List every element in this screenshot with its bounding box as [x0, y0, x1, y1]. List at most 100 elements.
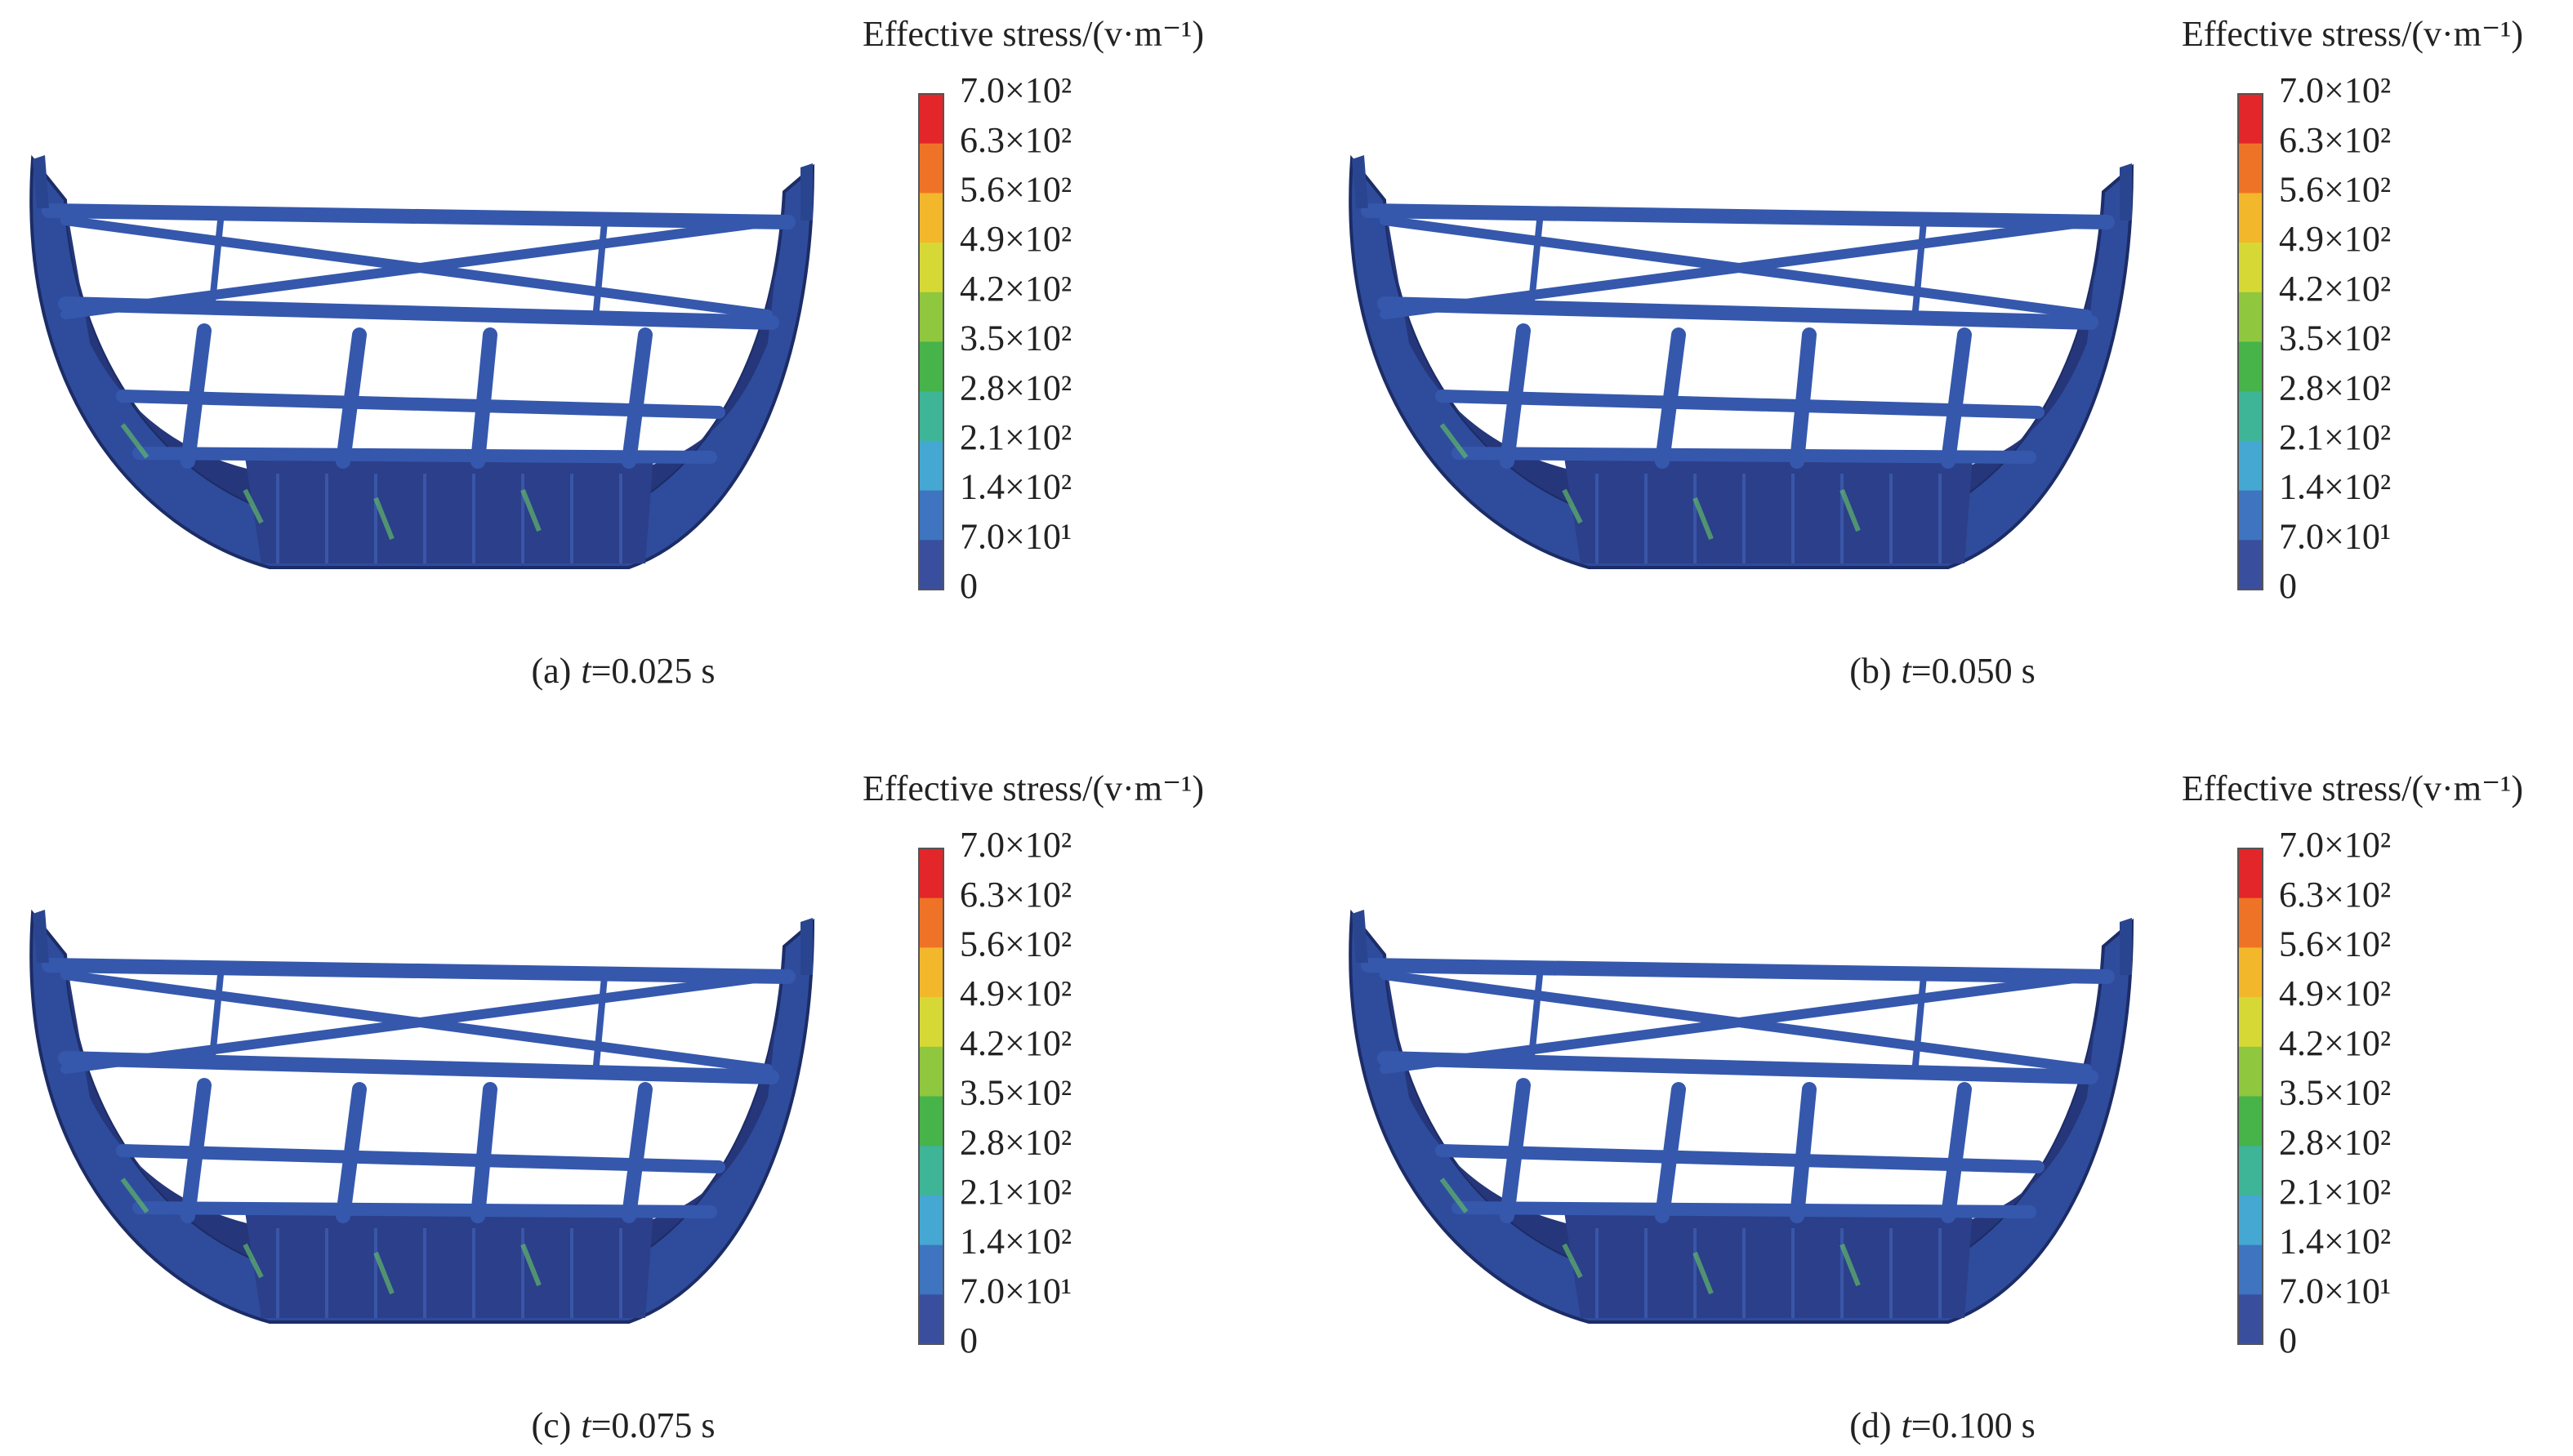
colorbar-tick-label: 4.2×10² [2279, 1023, 2391, 1063]
colorbar-title: Effective stress/(v·m⁻¹) [2182, 14, 2523, 54]
colorbar-band [2238, 1096, 2263, 1147]
colorbar-band [919, 1195, 943, 1246]
colorbar-title: Effective stress/(v·m⁻¹) [863, 14, 1204, 54]
colorbar-band [2238, 997, 2263, 1048]
colorbar-tick-label: 2.8×10² [960, 1122, 1072, 1162]
colorbar-tick-label: 0 [960, 1320, 978, 1360]
colorbar-band [2238, 540, 2263, 590]
colorbar-band [919, 440, 943, 492]
colorbar-tick-label: 6.3×10² [960, 875, 1072, 915]
colorbar-tick-label: 4.2×10² [2279, 269, 2391, 309]
colorbar-tick-label: 6.3×10² [2279, 875, 2391, 915]
colorbar-frame [918, 848, 944, 1345]
colorbar-band [2238, 947, 2263, 998]
colorbar-tick-label: 3.5×10² [2279, 318, 2391, 358]
colorbar-tick-label: 7.0×10¹ [2279, 1271, 2391, 1311]
colorbar-band [2238, 1146, 2263, 1196]
colorbar-tick-label: 5.6×10² [2279, 924, 2391, 964]
colorbar-band [2238, 94, 2263, 145]
caption-label: (b) [1849, 651, 1891, 691]
caption-variable: t [1902, 1405, 1913, 1445]
colorbar-band [2238, 391, 2263, 442]
colorbar-tick-label: 7.0×10² [960, 825, 1072, 865]
colorbar-band [2238, 341, 2263, 392]
panel: Effective stress/(v·m⁻¹) 7.0×10² 6.3×10² 5.… [1350, 14, 2523, 691]
colorbar-tick-label: 7.0×10² [960, 70, 1072, 110]
colorbar-band [919, 243, 943, 293]
caption-label: (a) [531, 651, 571, 691]
caption-variable: t [581, 1405, 592, 1445]
colorbar-tick-label: 2.8×10² [2279, 367, 2391, 407]
colorbar-band [919, 1046, 943, 1097]
colorbar-tick-label: 7.0×10¹ [2279, 516, 2391, 556]
colorbar-band [919, 143, 943, 194]
colorbar-band [919, 1096, 943, 1147]
colorbar-tick-label: 2.1×10² [2279, 1172, 2391, 1212]
colorbar-band [2238, 1245, 2263, 1295]
colorbar-band [919, 540, 943, 590]
ship-model [1350, 910, 2132, 1322]
caption-value: =0.075 s [591, 1405, 716, 1445]
panel: Effective stress/(v·m⁻¹) 7.0×10² 6.3×10² 5.… [31, 14, 1204, 691]
colorbar-tick-label: 4.9×10² [2279, 973, 2391, 1013]
panel: Effective stress/(v·m⁻¹) 7.0×10² 6.3×10² 5.… [31, 768, 1204, 1445]
colorbar-tick-label: 0 [960, 566, 978, 606]
colorbar-band [2238, 193, 2263, 243]
colorbar-tick-label: 5.6×10² [2279, 169, 2391, 209]
colorbar-tick-label: 4.9×10² [960, 973, 1072, 1013]
ship-model [1350, 155, 2132, 568]
colorbar-band [2238, 490, 2263, 541]
colorbar-band [919, 1146, 943, 1196]
colorbar-tick-label: 6.3×10² [2279, 120, 2391, 160]
colorbar-band [919, 341, 943, 392]
colorbar-tick-label: 1.4×10² [960, 1222, 1072, 1262]
colorbar-tick-label: 1.4×10² [960, 467, 1072, 507]
colorbar-tick-label: 4.2×10² [960, 1023, 1072, 1063]
colorbar-tick-label: 7.0×10¹ [960, 1271, 1072, 1311]
colorbar-band [919, 897, 943, 948]
colorbar-tick-label: 2.8×10² [2279, 1122, 2391, 1162]
colorbar-band [919, 947, 943, 998]
colorbar-band [2238, 848, 2263, 899]
caption: (d) t=0.100 s [1849, 1405, 2035, 1445]
colorbar-band [2238, 143, 2263, 194]
colorbar-tick-label: 3.5×10² [2279, 1073, 2391, 1113]
colorbar-tick-label: 2.1×10² [960, 417, 1072, 457]
colorbar-frame [918, 93, 944, 590]
colorbar-band [919, 94, 943, 145]
colorbar-band [2238, 1294, 2263, 1345]
colorbar-tick-label: 1.4×10² [2279, 1222, 2391, 1262]
caption: (c) t=0.075 s [531, 1405, 715, 1445]
colorbar-tick-label: 4.2×10² [960, 269, 1072, 309]
colorbar-band [919, 1245, 943, 1295]
caption-value: =0.050 s [1911, 651, 2036, 691]
colorbar-band [2238, 243, 2263, 293]
colorbar-frame [2237, 848, 2263, 1345]
caption-variable: t [581, 651, 592, 691]
caption-label: (c) [531, 1405, 571, 1445]
colorbar-tick-label: 2.1×10² [960, 1172, 1072, 1212]
colorbar-band [2238, 440, 2263, 492]
colorbar-band [919, 848, 943, 899]
panel: Effective stress/(v·m⁻¹) 7.0×10² 6.3×10² 5.… [1350, 768, 2523, 1445]
colorbar-frame [2237, 93, 2263, 590]
colorbar-tick-label: 7.0×10² [2279, 825, 2391, 865]
caption: (a) t=0.025 s [531, 651, 715, 691]
caption-label: (d) [1849, 1405, 1891, 1445]
colorbar-band [2238, 1046, 2263, 1097]
colorbar-title: Effective stress/(v·m⁻¹) [2182, 768, 2523, 808]
colorbar-band [919, 997, 943, 1048]
colorbar-tick-label: 2.8×10² [960, 367, 1072, 407]
colorbar-title: Effective stress/(v·m⁻¹) [863, 768, 1204, 808]
colorbar-band [2238, 1195, 2263, 1246]
colorbar-tick-label: 5.6×10² [960, 924, 1072, 964]
caption-value: =0.025 s [591, 651, 716, 691]
colorbar-tick-label: 4.9×10² [960, 219, 1072, 259]
colorbar-tick-label: 6.3×10² [960, 120, 1072, 160]
colorbar-band [919, 490, 943, 541]
colorbar-band [919, 292, 943, 342]
colorbar-tick-label: 4.9×10² [2279, 219, 2391, 259]
colorbar-tick-label: 3.5×10² [960, 318, 1072, 358]
caption-variable: t [1902, 651, 1913, 691]
colorbar-tick-label: 1.4×10² [2279, 467, 2391, 507]
